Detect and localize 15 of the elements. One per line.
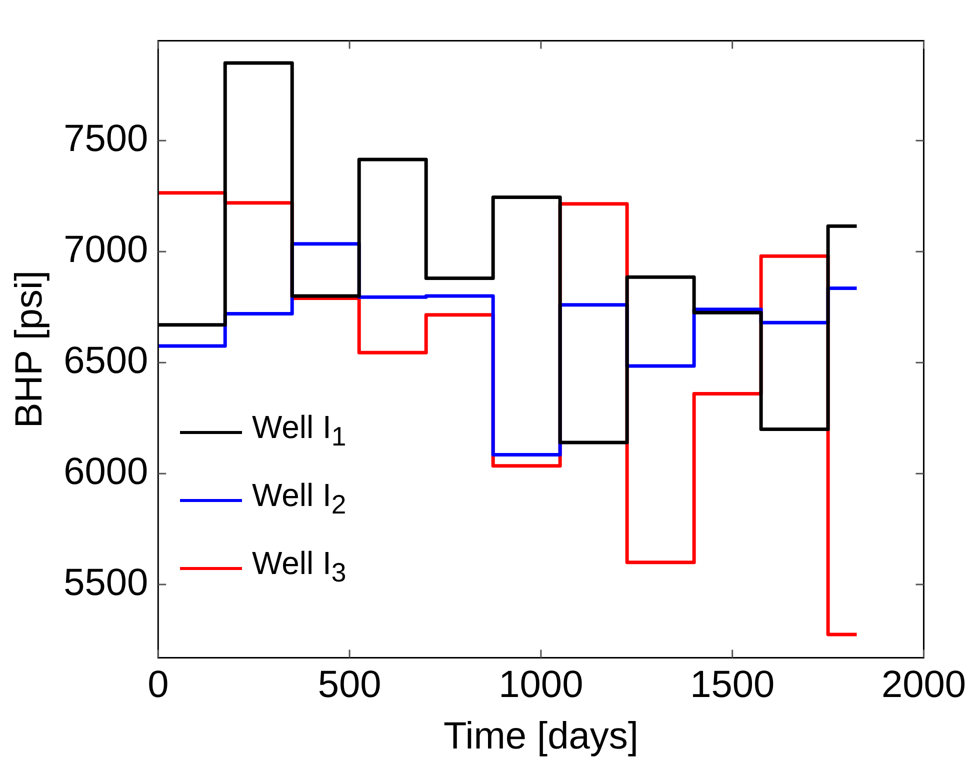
y-tick-label: 7000 xyxy=(64,229,148,272)
x-axis-title: Time [days] xyxy=(443,716,638,758)
legend-label: Well I$_{2}$ xyxy=(252,476,346,522)
x-tick-label: 0 xyxy=(148,664,169,706)
legend-label: Well I$_{3}$ xyxy=(252,544,346,590)
x-tick-label: 1500 xyxy=(690,664,775,706)
y-tick-label: 7500 xyxy=(64,118,148,160)
legend-label: Well I$_{1}$ xyxy=(252,408,346,454)
x-tick-label: 500 xyxy=(318,664,382,706)
y-axis-title: BHP [psi] xyxy=(8,270,50,428)
y-tick-label: 6500 xyxy=(64,340,148,382)
y-tick-label: 5500 xyxy=(64,562,148,604)
y-tick-label: 6000 xyxy=(64,451,148,494)
x-tick-label: 1000 xyxy=(498,664,584,706)
x-tick-label: 2000 xyxy=(881,664,966,706)
